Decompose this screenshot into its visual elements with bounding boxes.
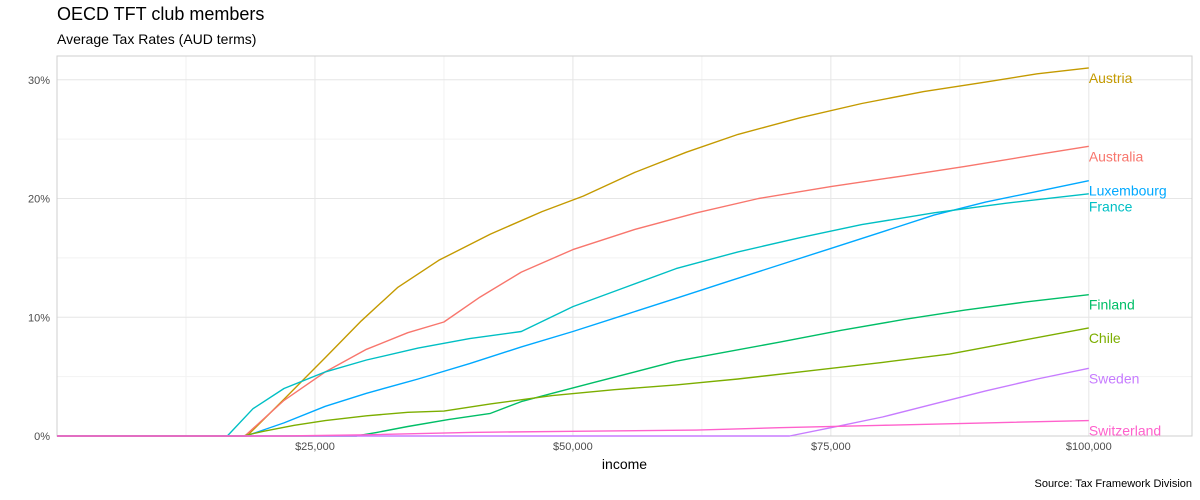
series-label-switzerland: Switzerland [1089, 423, 1161, 439]
axis-tick-labels: $25,000 $50,000 $75,000 $100,000 0% 10% 20% 30% [28, 75, 1112, 453]
plot-panel-border [56, 55, 1193, 437]
series-label-luxembourg: Luxembourg [1089, 183, 1167, 199]
series-label-chile: Chile [1089, 330, 1121, 346]
series-line-switzerland [57, 419, 1089, 437]
x-tick-label: $50,000 [553, 441, 593, 453]
series-label-finland: Finland [1089, 297, 1135, 313]
y-tick-label: 10% [28, 312, 50, 324]
series-line-australia [57, 145, 1089, 437]
series-line-austria [57, 67, 1089, 437]
series-line-france [57, 193, 1089, 437]
y-tick-label: 30% [28, 75, 50, 87]
x-axis-title: income [602, 456, 647, 472]
chart-title: OECD TFT club members [57, 4, 265, 24]
series-line-chile [57, 327, 1089, 437]
chart-subtitle: Average Tax Rates (AUD terms) [57, 31, 257, 47]
x-tick-label: $25,000 [295, 441, 335, 453]
x-tick-label: $75,000 [811, 441, 851, 453]
series-label-france: France [1089, 199, 1133, 215]
series-lines [57, 67, 1089, 437]
series-line-sweden [57, 367, 1089, 437]
y-tick-label: 0% [34, 431, 50, 443]
series-line-finland [57, 294, 1089, 437]
grid-lines [57, 56, 1192, 437]
series-label-australia: Australia [1089, 148, 1144, 164]
chart-caption: Source: Tax Framework Division [1034, 478, 1192, 490]
x-tick-label: $100,000 [1066, 441, 1112, 453]
series-label-sweden: Sweden [1089, 370, 1140, 386]
series-label-austria: Austria [1089, 70, 1133, 86]
series-line-luxembourg [57, 180, 1089, 437]
y-tick-label: 20% [28, 194, 50, 206]
